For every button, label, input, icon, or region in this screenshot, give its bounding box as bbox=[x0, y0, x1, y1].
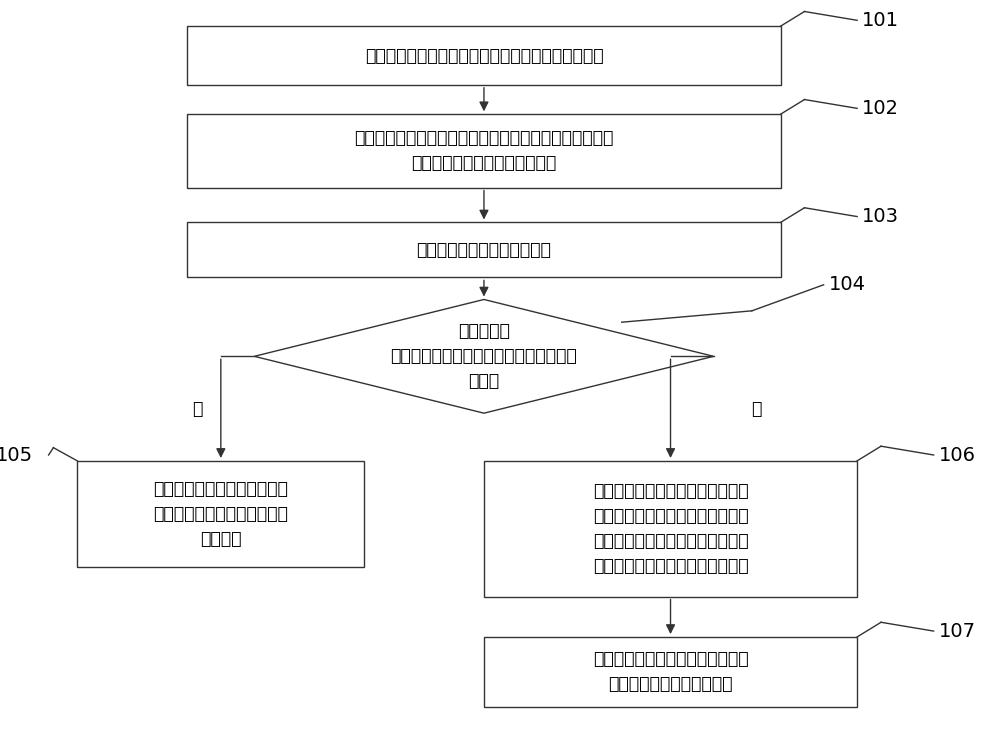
Text: 确定待计算的飞机翼面包含的各气动点以及有限元点: 确定待计算的飞机翼面包含的各气动点以及有限元点 bbox=[365, 47, 603, 65]
Bar bbox=[187, 26, 781, 85]
Text: 否: 否 bbox=[751, 400, 762, 418]
Text: 104: 104 bbox=[828, 275, 865, 295]
Text: 按照飞机翼面有限元点肋站位选择
气动点的前梁有限元点、后梁有限
元点，依据所选择的有限元点按照
站位顺序依次建四边形有限元单元: 按照飞机翼面有限元点肋站位选择 气动点的前梁有限元点、后梁有限 元点，依据所选择… bbox=[593, 482, 748, 575]
Text: 将各气动点进行分组，依据各气动点对应的坐标、载荷系
数以及速压计算各气动点的载荷: 将各气动点进行分组，依据各气动点对应的坐标、载荷系 数以及速压计算各气动点的载荷 bbox=[354, 129, 614, 172]
Bar bbox=[484, 637, 857, 706]
Text: 106: 106 bbox=[938, 445, 975, 464]
Text: 105: 105 bbox=[0, 445, 33, 464]
Text: 将气动点的载荷分配到气动点
投影所处有限元单元上的各有
限元点上: 将气动点的载荷分配到气动点 投影所处有限元单元上的各有 限元点上 bbox=[153, 480, 288, 548]
Polygon shape bbox=[254, 300, 714, 413]
Text: 103: 103 bbox=[862, 207, 899, 226]
Text: 将气动点的载荷分配到所构建的有
限元单元内的各有限元点上: 将气动点的载荷分配到所构建的有 限元单元内的各有限元点上 bbox=[593, 650, 748, 693]
Bar bbox=[484, 461, 857, 597]
Text: 将有限元点划分成有限元单元: 将有限元点划分成有限元单元 bbox=[417, 241, 551, 259]
Text: 107: 107 bbox=[938, 622, 975, 640]
Text: 101: 101 bbox=[862, 11, 899, 30]
Text: 针对每个气
动点，确定气动点的投影是否处于有限元
单元内: 针对每个气 动点，确定气动点的投影是否处于有限元 单元内 bbox=[391, 322, 577, 390]
Text: 是: 是 bbox=[192, 400, 202, 418]
Text: 102: 102 bbox=[862, 99, 899, 118]
Bar bbox=[187, 223, 781, 278]
Bar bbox=[77, 461, 364, 567]
Bar bbox=[187, 114, 781, 188]
